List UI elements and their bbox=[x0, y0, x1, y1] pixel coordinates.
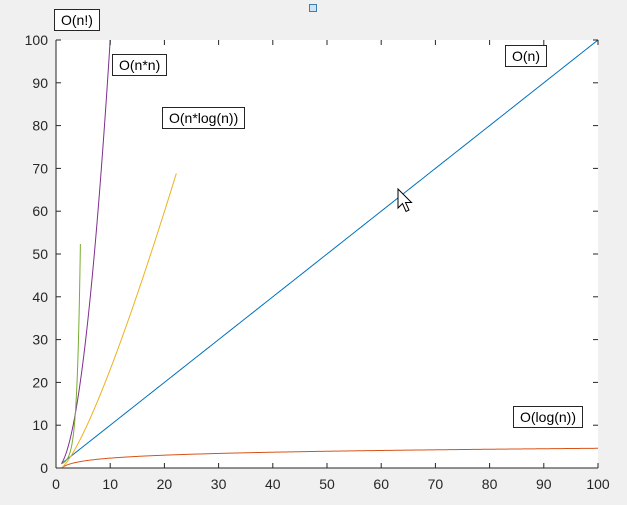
series-line-1 bbox=[61, 447, 599, 469]
x-tick-label: 60 bbox=[373, 476, 389, 492]
y-tick-label: 20 bbox=[32, 374, 48, 390]
y-tick-label: 40 bbox=[32, 289, 48, 305]
y-tick-label: 0 bbox=[40, 460, 48, 476]
y-tick-label: 100 bbox=[25, 32, 49, 48]
y-tick-label: 30 bbox=[32, 332, 48, 348]
annotation-factorial[interactable]: O(n!) bbox=[54, 9, 100, 31]
y-tick-label: 60 bbox=[32, 203, 48, 219]
figure-dock-handle[interactable] bbox=[309, 4, 317, 12]
y-tick-label: 80 bbox=[32, 118, 48, 134]
y-tick-label: 50 bbox=[32, 246, 48, 262]
series-line-0 bbox=[61, 39, 599, 465]
plot-lines bbox=[60, 39, 599, 469]
annotation-linear[interactable]: O(n) bbox=[505, 45, 547, 67]
series-line-2 bbox=[61, 173, 177, 469]
series-line-3 bbox=[60, 39, 111, 464]
mouse-cursor-icon bbox=[397, 188, 413, 213]
y-tick-label: 10 bbox=[32, 417, 48, 433]
annotation-nlogn[interactable]: O(n*log(n)) bbox=[162, 107, 246, 129]
annotation-quadratic[interactable]: O(n*n) bbox=[112, 54, 168, 76]
x-tick-label: 80 bbox=[482, 476, 498, 492]
x-tick-label: 30 bbox=[211, 476, 227, 492]
x-tick-label: 50 bbox=[319, 476, 335, 492]
annotation-log[interactable]: O(log(n)) bbox=[513, 406, 584, 428]
y-tick-label: 90 bbox=[32, 75, 48, 91]
x-tick-label: 10 bbox=[102, 476, 118, 492]
x-tick-label: 40 bbox=[265, 476, 281, 492]
x-tick-label: 70 bbox=[428, 476, 444, 492]
x-tick-label: 90 bbox=[536, 476, 552, 492]
axes-frame bbox=[55, 40, 598, 469]
y-tick-label: 70 bbox=[32, 160, 48, 176]
axis-ticks: 00 10 10 20 20 30 30 40 40 50 50 60 60 70 70 80 80 90 90 10… bbox=[25, 32, 610, 492]
x-tick-label: 100 bbox=[586, 476, 610, 492]
series-line-4 bbox=[61, 243, 81, 465]
x-tick-label: 20 bbox=[157, 476, 173, 492]
x-tick-label: 0 bbox=[52, 476, 60, 492]
